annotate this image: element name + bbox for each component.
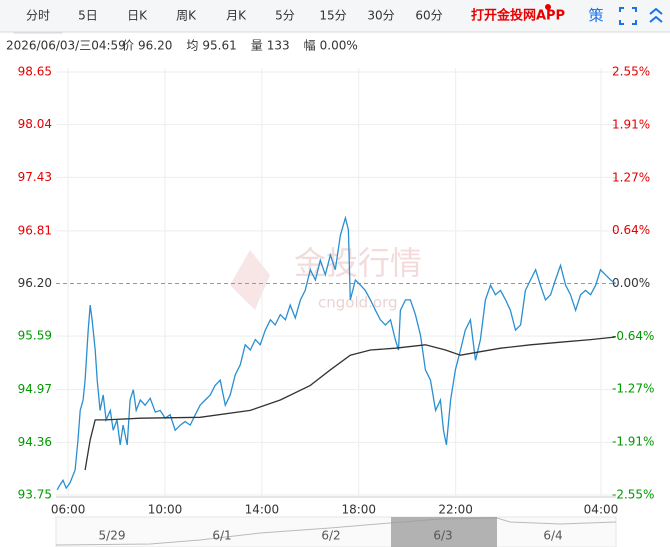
tab[interactable]: 5分: [275, 9, 295, 23]
y-tick-label: 98.65: [18, 65, 52, 79]
y2-tick-label: 2.55%: [612, 65, 650, 79]
x-tick-label: 14:00: [245, 503, 280, 517]
info-label: 价: [122, 39, 134, 53]
info-value: 133: [267, 39, 290, 53]
info-label: 量: [251, 39, 263, 53]
navigator[interactable]: [55, 516, 617, 547]
y2-tick-label: 0.00%: [612, 276, 650, 290]
y2-tick-label: 0.64%: [612, 223, 650, 237]
watermark-title: 金投行情: [294, 244, 422, 282]
navigator-line: [55, 517, 617, 546]
tab[interactable]: 60分: [415, 9, 442, 23]
y-tick-label: 98.04: [18, 117, 52, 131]
tab[interactable]: 15分: [319, 9, 346, 23]
fullscreen-icon[interactable]: [619, 7, 637, 25]
watermark-logo: [230, 250, 270, 310]
series-line: [84, 336, 616, 471]
tab[interactable]: 日K: [127, 9, 148, 23]
x-tick-label: 04:00: [584, 503, 619, 517]
x-tick-label: 22:00: [438, 503, 473, 517]
navigator-label: 6/4: [543, 529, 562, 543]
info-value: 0.00%: [320, 39, 358, 53]
info-value: 96.20: [138, 39, 172, 53]
info-value: 95.61: [202, 39, 236, 53]
plot: 98.65 98.04 97.43 96.81 96.20 95.59 94.97 94.36…: [18, 65, 655, 517]
y-tick-label: 94.97: [18, 382, 52, 396]
navigator-window[interactable]: [391, 517, 497, 547]
tab[interactable]: 周K: [176, 9, 197, 23]
x-tick-label: 10:00: [148, 503, 183, 517]
series-line: [56, 215, 616, 491]
navigator-label: 6/1: [212, 529, 231, 543]
watermark-url: cngold.org: [318, 294, 398, 312]
y2-tick-label: -1.91%: [612, 434, 654, 448]
x-tick-label: 18:00: [341, 503, 376, 517]
y2-tick-label: 1.91%: [612, 118, 650, 132]
info-time: 2026/06/03/三04:59: [6, 39, 126, 53]
expand-icon[interactable]: [649, 7, 663, 23]
info-label: 幅: [304, 38, 316, 53]
navigator-label: 6/2: [321, 529, 340, 543]
y2-tick-label: -2.55%: [612, 488, 654, 502]
badge-dot: [545, 4, 551, 10]
strategy-button[interactable]: 策: [588, 7, 603, 25]
y-tick-label: 95.59: [18, 329, 52, 343]
x-tick-label: 06:00: [51, 503, 86, 517]
y-tick-label: 93.75: [18, 488, 52, 502]
info-label: 均: [186, 39, 198, 53]
tab-bar: [0, 0, 670, 32]
app-link[interactable]: 打开金投网APP: [471, 8, 565, 24]
tab[interactable]: 月K: [226, 9, 247, 23]
y-tick-label: 96.20: [18, 276, 52, 290]
y2-tick-label: -1.27%: [612, 381, 654, 395]
y-tick-label: 96.81: [18, 223, 52, 237]
y-tick-label: 97.43: [18, 170, 52, 184]
navigator-label: 6/3: [433, 529, 452, 543]
y2-tick-label: 1.27%: [612, 171, 650, 185]
navigator-label: 5/29: [99, 529, 126, 543]
tab[interactable]: 5日: [78, 9, 98, 23]
tab[interactable]: 30分: [367, 9, 394, 23]
y-tick-label: 94.36: [18, 435, 52, 449]
y2-tick-label: -0.64%: [612, 329, 654, 343]
tab[interactable]: 分时: [26, 9, 50, 23]
